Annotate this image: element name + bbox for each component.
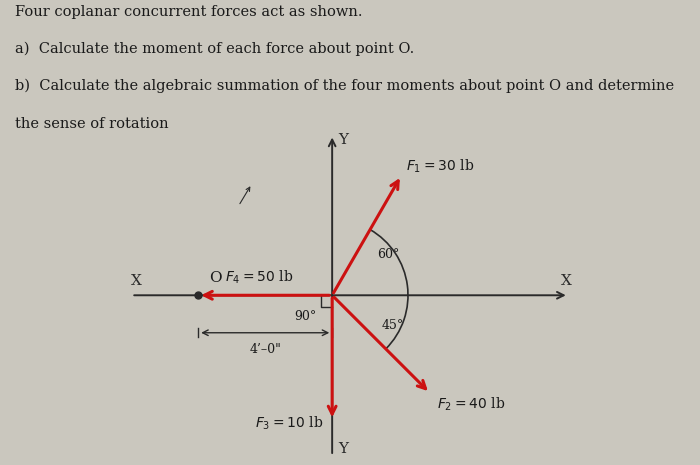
Text: Four coplanar concurrent forces act as shown.: Four coplanar concurrent forces act as s…	[15, 5, 363, 19]
Text: 60°: 60°	[377, 248, 399, 261]
Text: the sense of rotation: the sense of rotation	[15, 117, 169, 131]
Text: 4’–0": 4’–0"	[249, 344, 281, 357]
Text: b)  Calculate the algebraic summation of the four moments about point O and dete: b) Calculate the algebraic summation of …	[15, 78, 675, 93]
Text: $F_4 = 50$ lb: $F_4 = 50$ lb	[225, 269, 293, 286]
Text: $F_3 = 10$ lb: $F_3 = 10$ lb	[255, 414, 323, 432]
Text: $F_2 = 40$ lb: $F_2 = 40$ lb	[437, 395, 505, 412]
Text: X: X	[132, 274, 142, 288]
Text: 90°: 90°	[295, 310, 317, 323]
Text: Y: Y	[338, 133, 349, 147]
Text: $F_1 = 30$ lb: $F_1 = 30$ lb	[406, 158, 474, 175]
Text: 45°: 45°	[382, 319, 403, 332]
Text: a)  Calculate the moment of each force about point O.: a) Calculate the moment of each force ab…	[15, 42, 414, 56]
Text: X: X	[561, 274, 571, 288]
Text: Y: Y	[338, 442, 349, 456]
Text: O: O	[209, 271, 222, 285]
